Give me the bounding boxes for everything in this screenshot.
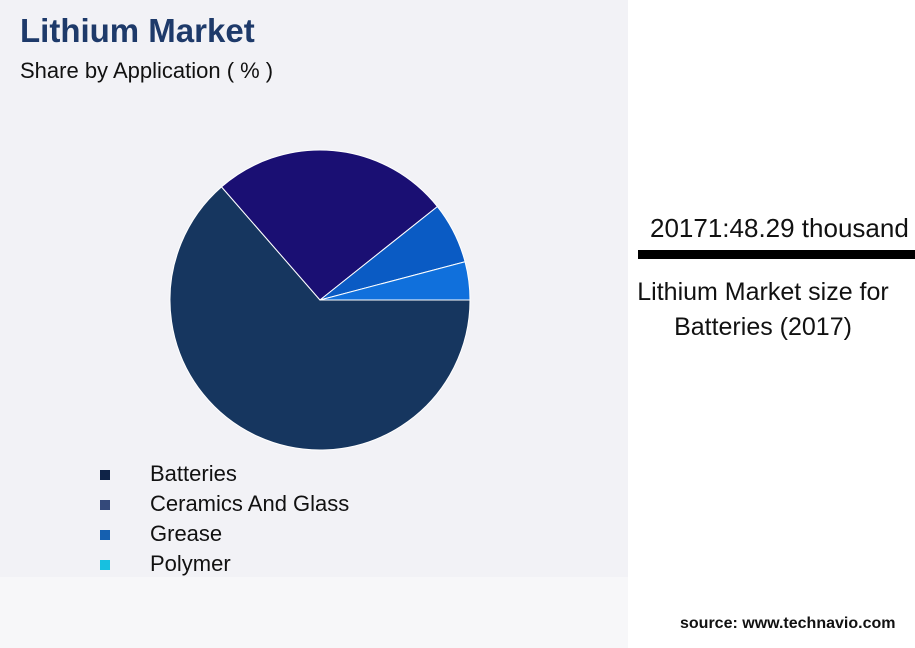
legend-label: Ceramics And Glass [150, 491, 349, 516]
stat-panel: 20171:48.29 thousand t Lithium Market si… [628, 3, 915, 648]
pie-slice [319, 261, 471, 301]
chart-title: Lithium Market [20, 12, 255, 49]
legend-label: Polymer [150, 551, 231, 576]
legend-swatch [100, 530, 110, 540]
chart-subtitle: Share by Application ( % ) [20, 58, 274, 83]
divider [638, 250, 915, 259]
legend-swatch [100, 470, 110, 480]
pie-slice [169, 186, 471, 451]
legend-label: Batteries [150, 461, 237, 486]
legend-swatch [100, 560, 110, 570]
stat-caption: Lithium Market size for Batteries (2017) [637, 278, 889, 341]
pie-slice [220, 149, 439, 301]
source: source: www.technavio.com [680, 615, 896, 632]
legend-label: Grease [150, 521, 222, 546]
panel-footer [0, 577, 628, 648]
chart: Batteries Ceramics And Glass Grease Polymer [100, 149, 471, 576]
stat-value: 20171:48.29 thousand t [650, 213, 915, 243]
legend-swatch [100, 500, 110, 510]
